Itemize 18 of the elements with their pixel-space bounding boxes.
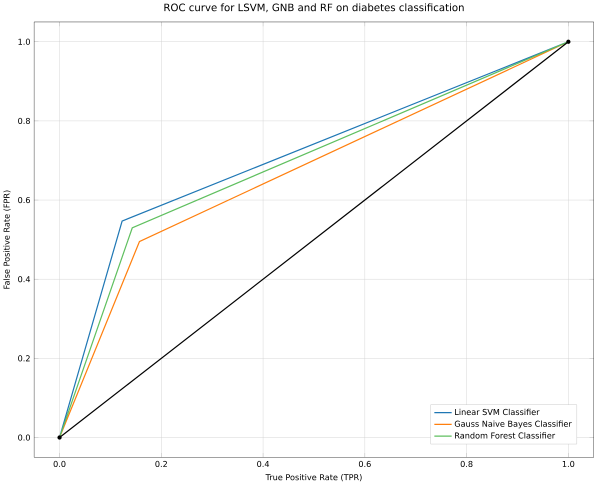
y-tick-label: 0.4 [18, 276, 30, 282]
y-axis-title: False Positive Rate (FPR) [3, 190, 11, 289]
x-axis-title: True Positive Rate (TPR) [266, 474, 362, 482]
x-tick-label: 0.2 [155, 461, 167, 468]
x-tick-label: 0.4 [257, 461, 270, 468]
x-tick-label: 0.6 [358, 461, 371, 468]
legend-label: Linear SVM Classifier [455, 408, 540, 416]
y-tick-label: 0.0 [18, 434, 30, 441]
x-tick-label: 0.8 [460, 461, 473, 468]
y-tick-label: 0.8 [18, 118, 30, 124]
legend-label: Random Forest Classifier [455, 432, 556, 439]
y-tick-label: 0.2 [18, 355, 30, 362]
chart-title: ROC curve for LSVM, GNB and RF on diabetes classification [164, 4, 464, 12]
y-tick-label: 1.0 [18, 38, 30, 45]
x-tick-label: 1.0 [562, 461, 574, 468]
legend-label: Gauss Naive Bayes Classifier [454, 420, 572, 429]
y-tick-label: 0.6 [18, 197, 30, 204]
x-tick-label: 0.0 [54, 461, 66, 468]
